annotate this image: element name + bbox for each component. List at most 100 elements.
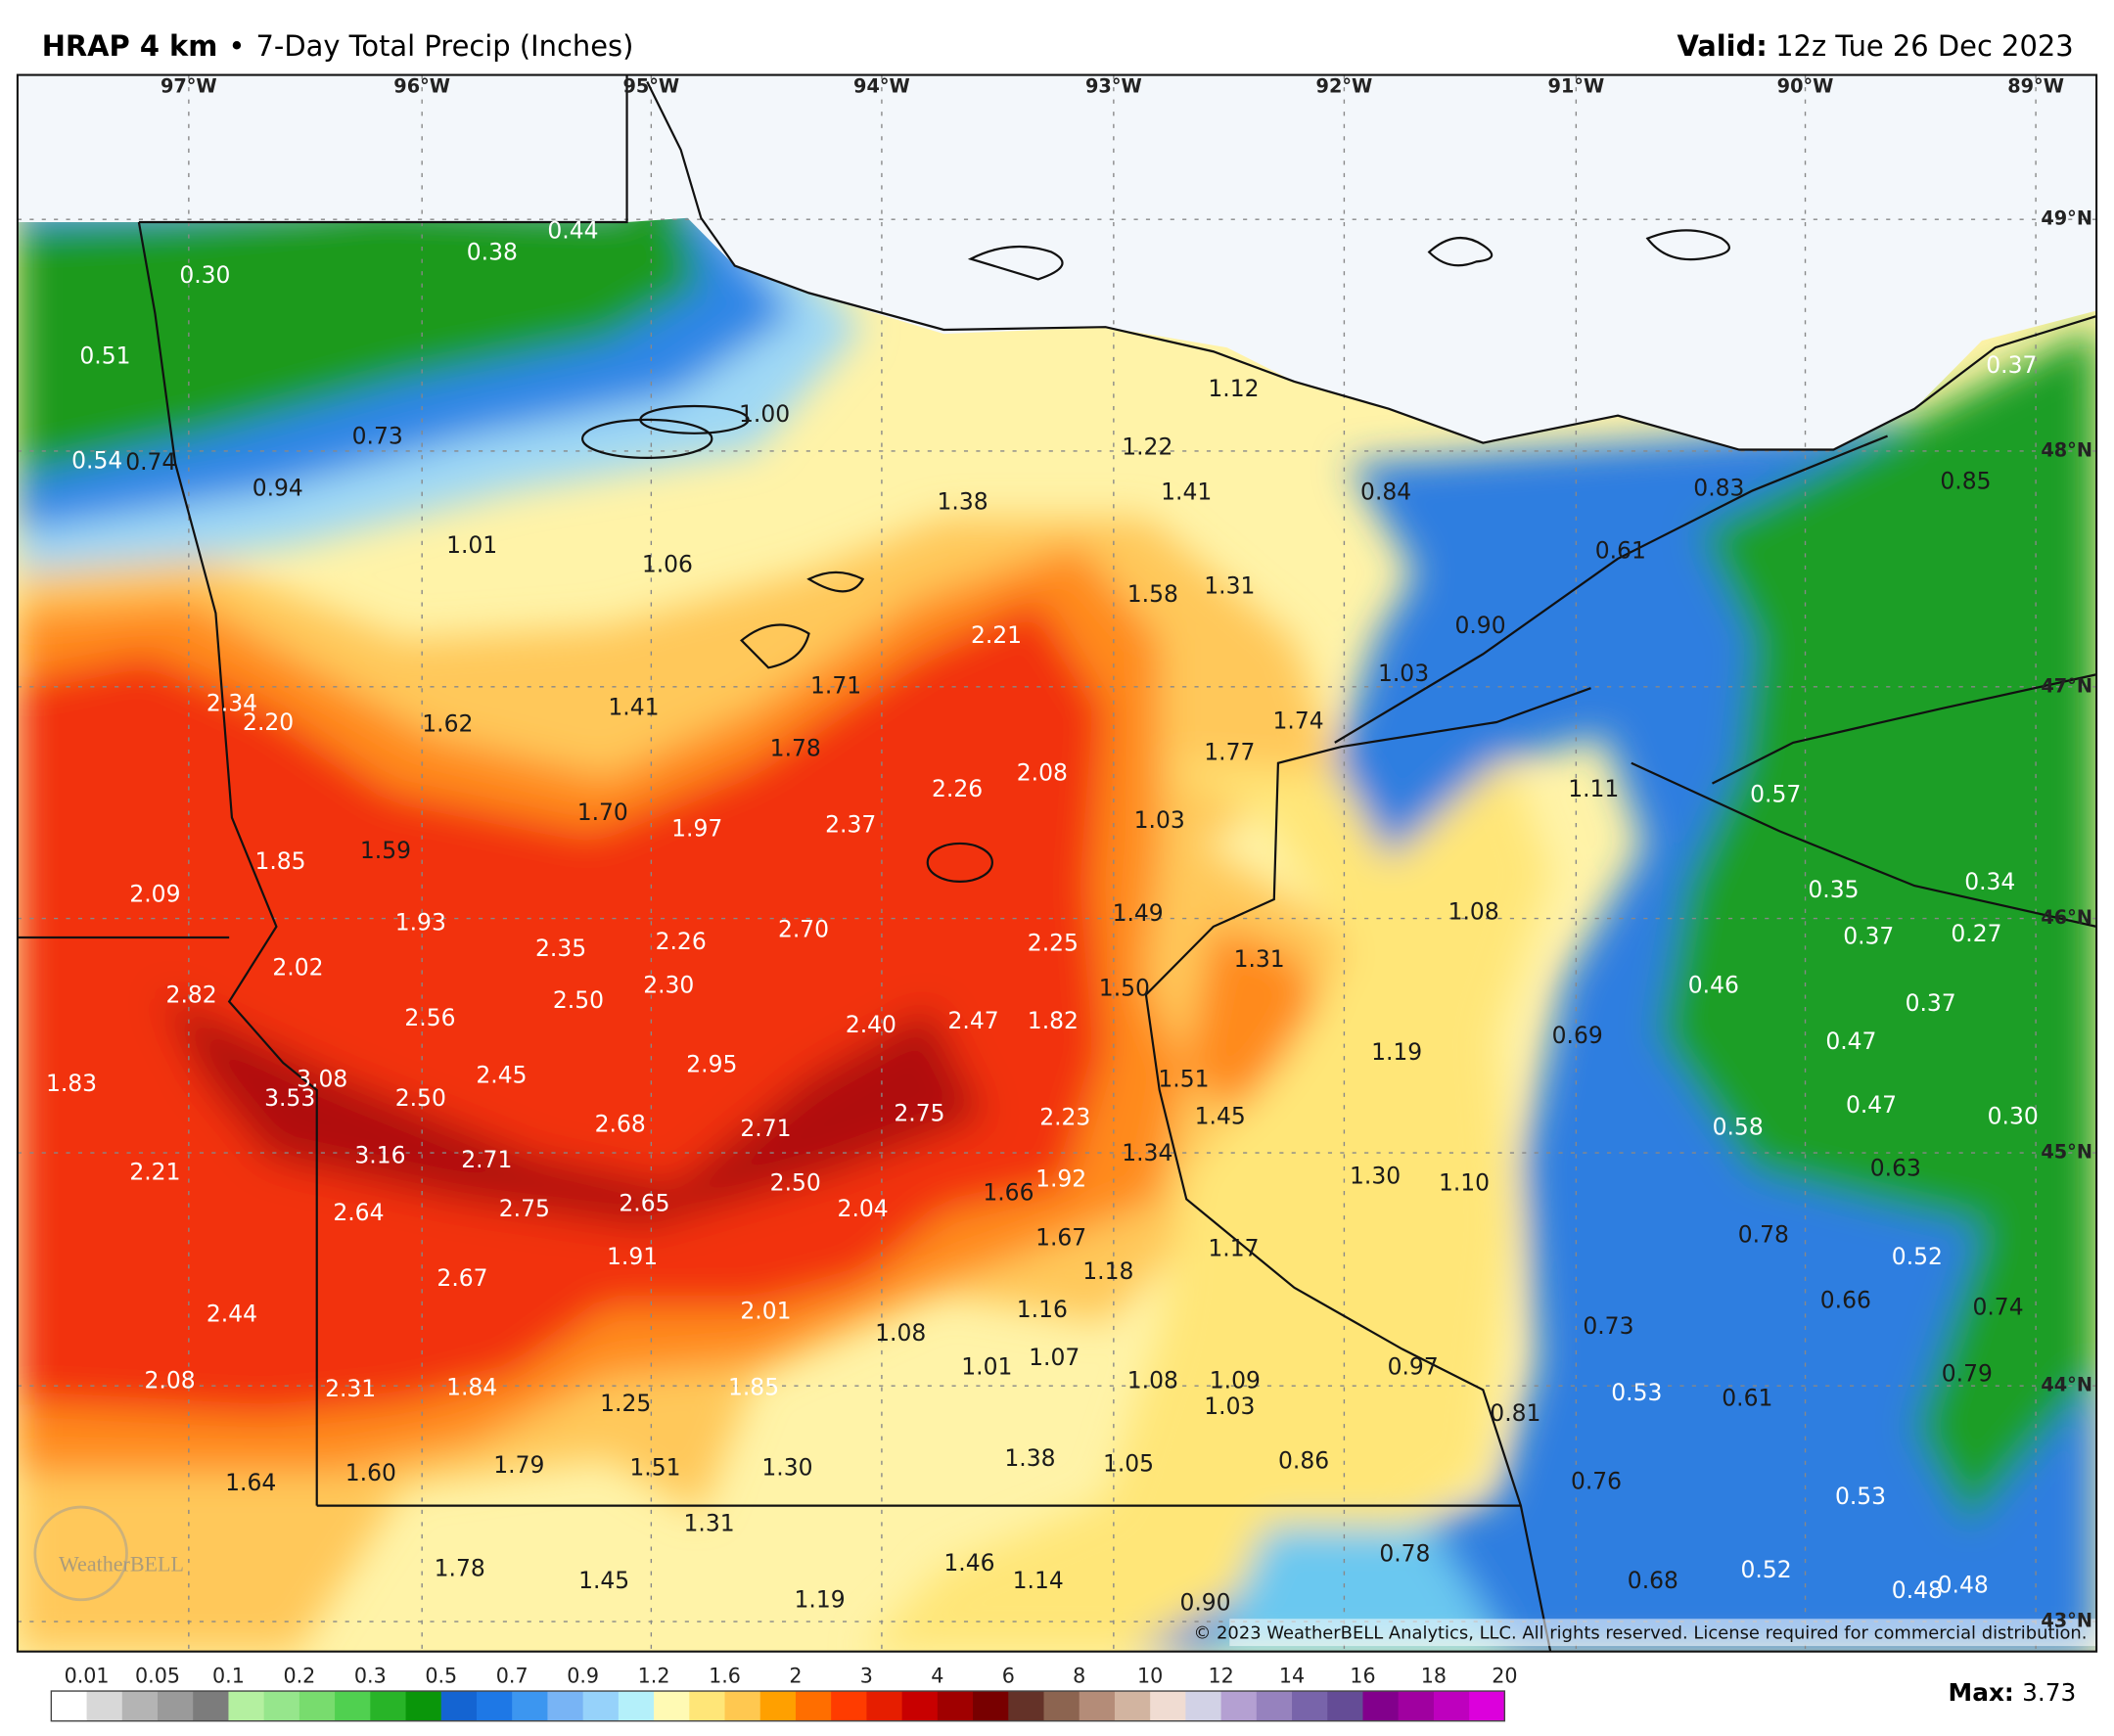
- point-value: 0.37: [1906, 989, 1956, 1017]
- point-value: 0.76: [1571, 1467, 1622, 1494]
- point-value: 1.60: [345, 1459, 396, 1486]
- point-value: 0.94: [253, 474, 303, 501]
- point-value: 2.04: [838, 1195, 889, 1222]
- point-value: 2.47: [948, 1007, 999, 1034]
- point-value: 1.82: [1028, 1007, 1079, 1034]
- colorbar-swatch: [335, 1691, 371, 1721]
- point-value: 1.03: [1134, 806, 1185, 834]
- colorbar-tick-label: 12: [1208, 1665, 1233, 1688]
- colorbar: 0.01 0.05 0.1 0.2 0.3 0.5 0.7 0.9 1.2 1.6 2 3 4 6 8 10 1…: [50, 1665, 1517, 1722]
- max-label: Max:: [1949, 1678, 2014, 1707]
- colorbar-swatch: [689, 1691, 725, 1721]
- point-value: 0.30: [1988, 1102, 2039, 1129]
- point-value: 1.97: [671, 814, 722, 842]
- colorbar-swatch: [1433, 1691, 1470, 1721]
- point-value: 1.00: [739, 400, 790, 428]
- point-value: 0.51: [79, 342, 130, 369]
- point-value: 2.08: [145, 1366, 196, 1393]
- point-value: 2.65: [619, 1189, 669, 1216]
- colorbar-tick-label: 3: [860, 1665, 873, 1688]
- point-value: 2.71: [461, 1146, 512, 1173]
- point-value: 2.37: [825, 810, 876, 838]
- colorbar-swatch: [263, 1691, 300, 1721]
- map: WeatherBELL © 2023 WeatherBELL Analytics…: [17, 74, 2097, 1652]
- colorbar-swatch: [158, 1691, 194, 1721]
- colorbar-swatch: [86, 1691, 123, 1721]
- point-value: 1.59: [360, 837, 411, 864]
- colorbar-tick-label: 0.3: [354, 1665, 387, 1688]
- colorbar-tick-label: 0.1: [212, 1665, 245, 1688]
- longitude-label: 97°W: [161, 75, 217, 98]
- colorbar-swatch: [405, 1691, 442, 1721]
- point-value: 0.44: [547, 216, 598, 244]
- point-value: 0.79: [1942, 1359, 1993, 1387]
- point-value: 0.48: [1892, 1576, 1943, 1604]
- point-value: 2.02: [272, 953, 323, 981]
- colorbar-swatch: [440, 1691, 478, 1721]
- colorbar-swatch: [795, 1691, 832, 1721]
- point-value: 0.81: [1490, 1399, 1540, 1427]
- point-value: 2.21: [971, 621, 1022, 649]
- colorbar-swatch: [476, 1691, 513, 1721]
- colorbar-swatch: [370, 1691, 406, 1721]
- point-value: 2.75: [499, 1195, 550, 1222]
- point-value: 1.19: [794, 1586, 845, 1614]
- map-frame: [16, 73, 2098, 1653]
- point-value: 0.48: [1938, 1571, 1989, 1598]
- colorbar-swatch: [1185, 1691, 1222, 1721]
- colorbar-swatch: [901, 1691, 939, 1721]
- point-value: 2.56: [404, 1004, 455, 1031]
- point-value: 0.52: [1741, 1556, 1792, 1583]
- colorbar-swatch: [1292, 1691, 1328, 1721]
- point-value: 1.16: [1017, 1296, 1068, 1323]
- point-value: 1.41: [1161, 478, 1212, 505]
- point-value: 1.14: [1013, 1567, 1064, 1594]
- colorbar-swatch: [724, 1691, 761, 1721]
- point-value: 1.31: [1234, 945, 1285, 973]
- point-value: 0.37: [1843, 922, 1894, 949]
- colorbar-swatch: [1008, 1691, 1044, 1721]
- point-value: 0.84: [1360, 478, 1411, 505]
- colorbar-swatch: [937, 1691, 974, 1721]
- point-value: 1.10: [1439, 1168, 1490, 1196]
- point-value: 3.08: [297, 1066, 347, 1093]
- latitude-label: 47°N: [2041, 674, 2092, 697]
- colorbar-swatch: [1043, 1691, 1080, 1721]
- point-value: 0.83: [1693, 474, 1744, 501]
- point-value: 1.51: [1158, 1066, 1209, 1093]
- point-value: 0.90: [1179, 1588, 1230, 1616]
- point-value: 1.66: [983, 1178, 1034, 1206]
- point-value: 2.09: [129, 880, 180, 907]
- point-value: 0.69: [1552, 1022, 1603, 1049]
- logo-ring: [33, 1505, 128, 1602]
- colorbar-tick-label: 0.9: [567, 1665, 599, 1688]
- colorbar-tick-label: 6: [1002, 1665, 1015, 1688]
- colorbar-frame: [50, 1690, 1506, 1722]
- point-value: 1.30: [761, 1453, 812, 1481]
- point-value: 0.61: [1722, 1384, 1772, 1411]
- point-value: 2.50: [770, 1168, 821, 1196]
- point-value: 1.79: [493, 1451, 544, 1479]
- point-value: 0.52: [1892, 1243, 1943, 1270]
- point-value: 1.45: [1195, 1102, 1246, 1129]
- point-value: 1.09: [1210, 1366, 1261, 1393]
- point-value: 0.46: [1688, 972, 1739, 999]
- point-value: 1.58: [1127, 580, 1178, 608]
- point-value: 1.08: [1448, 897, 1499, 925]
- point-value: 0.85: [1940, 467, 1991, 494]
- colorbar-tick-label: 0.05: [135, 1665, 180, 1688]
- point-values: 0.300.380.440.510.54 0.740.730.941.001.01…: [46, 216, 2039, 1616]
- point-value: 1.67: [1035, 1223, 1086, 1251]
- colorbar-swatch: [1079, 1691, 1116, 1721]
- point-value: 2.30: [643, 972, 694, 999]
- longitude-label: 92°W: [1316, 75, 1373, 98]
- point-value: 0.68: [1628, 1567, 1678, 1594]
- colorbar-swatch: [582, 1691, 620, 1721]
- point-value: 1.05: [1103, 1449, 1154, 1477]
- colorbar-tick-label: 1.2: [638, 1665, 670, 1688]
- canada-mask: [17, 74, 2097, 450]
- separator: •: [228, 29, 245, 63]
- point-value: 2.34: [207, 689, 257, 716]
- point-value: 3.16: [354, 1142, 405, 1169]
- latitude-label: 45°N: [2041, 1140, 2092, 1163]
